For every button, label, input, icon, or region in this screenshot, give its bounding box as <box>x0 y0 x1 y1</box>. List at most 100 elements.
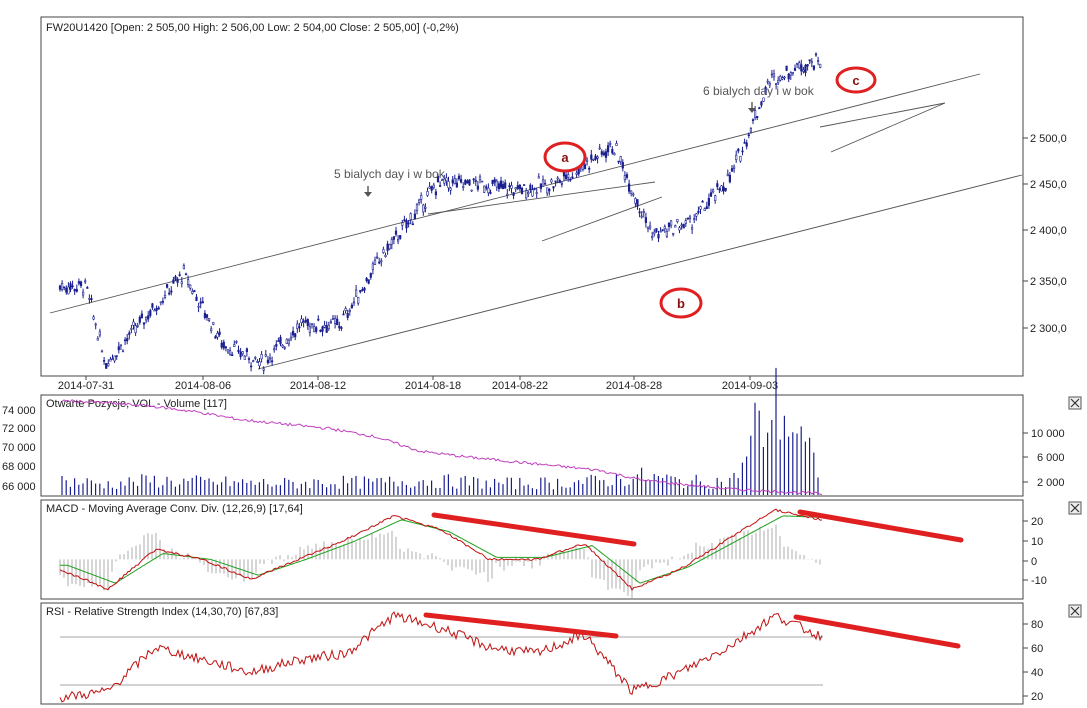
candle-body <box>405 220 408 229</box>
candle-body <box>260 354 263 360</box>
candle-body <box>716 183 719 188</box>
candle-body <box>310 323 314 326</box>
macd-tick-label: 20 <box>1031 516 1043 528</box>
candle-body <box>86 287 89 289</box>
candle-body <box>514 187 517 190</box>
rsi-y-axis: 80 60 40 20 <box>1023 619 1043 703</box>
candle-body <box>300 318 303 323</box>
candle-body <box>77 281 80 284</box>
candle-body <box>701 200 704 203</box>
candle-body <box>625 174 629 178</box>
candle-body <box>109 359 112 362</box>
candle-body <box>665 230 668 237</box>
rsi-panel[interactable]: RSI - Relative Strength Index (14,30,70)… <box>40 602 1043 705</box>
annotation-6-white-days: 6 bialych day i w bok <box>703 84 815 98</box>
candle-body <box>766 80 769 83</box>
candle-body <box>252 360 255 362</box>
candle-body <box>680 224 683 227</box>
candle-body <box>768 83 771 86</box>
candle-body <box>115 355 118 357</box>
candle-body <box>770 73 773 76</box>
candle-body <box>268 357 272 360</box>
candle-body <box>804 64 807 74</box>
close-icon <box>1070 398 1080 408</box>
candle-body <box>197 305 200 308</box>
candle-body <box>525 190 528 199</box>
candle-body <box>504 182 507 189</box>
candle-body <box>732 166 736 169</box>
candle-body <box>145 316 148 321</box>
close-volume-panel-button[interactable] <box>1068 396 1082 410</box>
candle-body <box>214 336 217 339</box>
candle-body <box>598 147 601 150</box>
candle-body <box>533 188 536 190</box>
candle-body <box>157 307 160 310</box>
candle-body <box>411 223 414 226</box>
candle-body <box>67 286 70 295</box>
candle-body <box>548 188 551 192</box>
candle-body <box>787 73 790 80</box>
candle-body <box>588 167 591 170</box>
close-macd-panel-button[interactable] <box>1068 501 1082 515</box>
annotation-5-white-days: 5 bialych day i w bok <box>334 167 446 181</box>
candle-body <box>134 325 137 333</box>
candle-body <box>193 290 196 293</box>
candle-body <box>262 368 265 371</box>
candle-body <box>791 72 794 74</box>
candle-body <box>203 313 207 318</box>
candle-body <box>438 185 442 187</box>
macd-tick-label: 0 <box>1031 556 1037 568</box>
candle-body <box>571 176 574 179</box>
close-rsi-panel-button[interactable] <box>1068 604 1082 618</box>
candle-body <box>793 67 797 71</box>
candle-body <box>621 162 624 169</box>
candle-body <box>640 215 643 218</box>
candle-body <box>487 187 490 194</box>
rsi-tick-label: 40 <box>1031 667 1043 679</box>
candle-body <box>462 186 465 188</box>
candle-body <box>88 297 91 300</box>
candle-body <box>390 239 393 245</box>
candle-body <box>789 72 792 76</box>
candle-body <box>218 331 221 335</box>
candle-body <box>350 304 354 309</box>
candle-body <box>558 180 561 183</box>
candle-body <box>174 276 177 280</box>
svg-text:b: b <box>677 296 685 311</box>
volume-panel[interactable]: Otwarte Pozycje, VOL - Volume [117] 74 0… <box>2 367 1065 497</box>
candle-body <box>100 350 104 353</box>
candle-body <box>720 185 723 192</box>
price-panel[interactable]: FW20U1420 [Open: 2 505,00 High: 2 506,00… <box>40 16 1067 392</box>
candle-body <box>147 315 150 320</box>
candle-body <box>426 191 429 196</box>
candle-body <box>600 151 603 155</box>
candle-body <box>371 263 375 270</box>
candle-body <box>415 204 419 212</box>
candle-body <box>611 149 614 154</box>
candle-body <box>814 53 818 56</box>
candle-body <box>126 338 129 342</box>
candle-body <box>264 354 267 357</box>
candle-body <box>172 279 175 284</box>
candle-body <box>384 254 387 257</box>
vol-tick-label: 6 000 <box>1037 452 1065 464</box>
rsi-tick-label: 20 <box>1031 691 1043 703</box>
candle-body <box>762 97 765 102</box>
candle-body <box>294 333 297 338</box>
candle-body <box>229 350 232 355</box>
candle-body <box>596 156 599 159</box>
macd-panel[interactable]: MACD - Moving Average Conv. Div. (12,26,… <box>40 499 1047 600</box>
candle-body <box>63 286 66 289</box>
candle-body <box>283 347 286 349</box>
candle-body <box>730 168 734 172</box>
candle-body <box>512 192 515 196</box>
candle-body <box>779 76 782 81</box>
candle-body <box>464 180 467 185</box>
candle-body <box>342 313 345 316</box>
rsi-line <box>59 611 823 703</box>
candle-body <box>554 180 557 183</box>
candle-body <box>697 210 700 213</box>
candle-body <box>819 63 822 68</box>
rsi-tick-label: 60 <box>1031 643 1043 655</box>
